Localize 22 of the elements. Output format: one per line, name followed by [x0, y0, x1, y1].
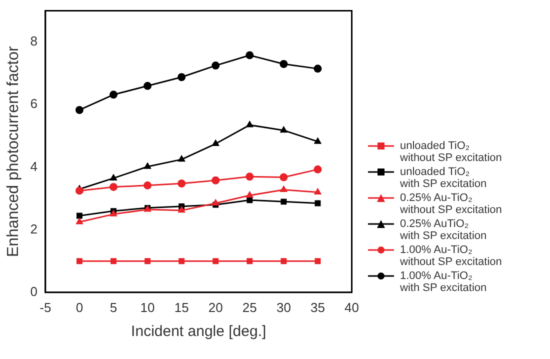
x-tick-label: 30 [276, 300, 291, 315]
x-tick-label: 5 [110, 300, 118, 315]
x-tick-label: 20 [208, 300, 223, 315]
y-tick-label: 2 [30, 221, 38, 236]
x-tick-label: 10 [140, 300, 155, 315]
legend-label: 0.25% Au-TiO₂ without SP excitation [400, 192, 502, 216]
x-tick-label: 25 [242, 300, 257, 315]
y-tick-label: 6 [30, 96, 38, 112]
y-tick-label: 8 [30, 34, 38, 49]
y-axis-title: Enhanced photocurrent factor [5, 46, 22, 258]
y-tick-label: 0 [30, 284, 38, 299]
legend-label: 0.25% AuTiO₂ with SP excitation [400, 218, 487, 242]
x-tick-label: 35 [310, 300, 325, 315]
legend-label: 1.00% Au-TiO₂ with SP excitation [400, 270, 487, 294]
legend-label: 1.00% Au-TiO₂ without SP excitation [400, 244, 502, 268]
x-tick-label: 0 [76, 300, 84, 315]
x-tick-label: -5 [40, 300, 52, 315]
y-tick-label: 4 [30, 158, 38, 174]
x-tick-label: 15 [174, 300, 189, 315]
x-tick-label: 40 [344, 300, 360, 315]
x-axis-title: Incident angle [deg.] [131, 323, 266, 340]
legend-label: unloaded TiO₂ with SP excitation [400, 166, 487, 190]
